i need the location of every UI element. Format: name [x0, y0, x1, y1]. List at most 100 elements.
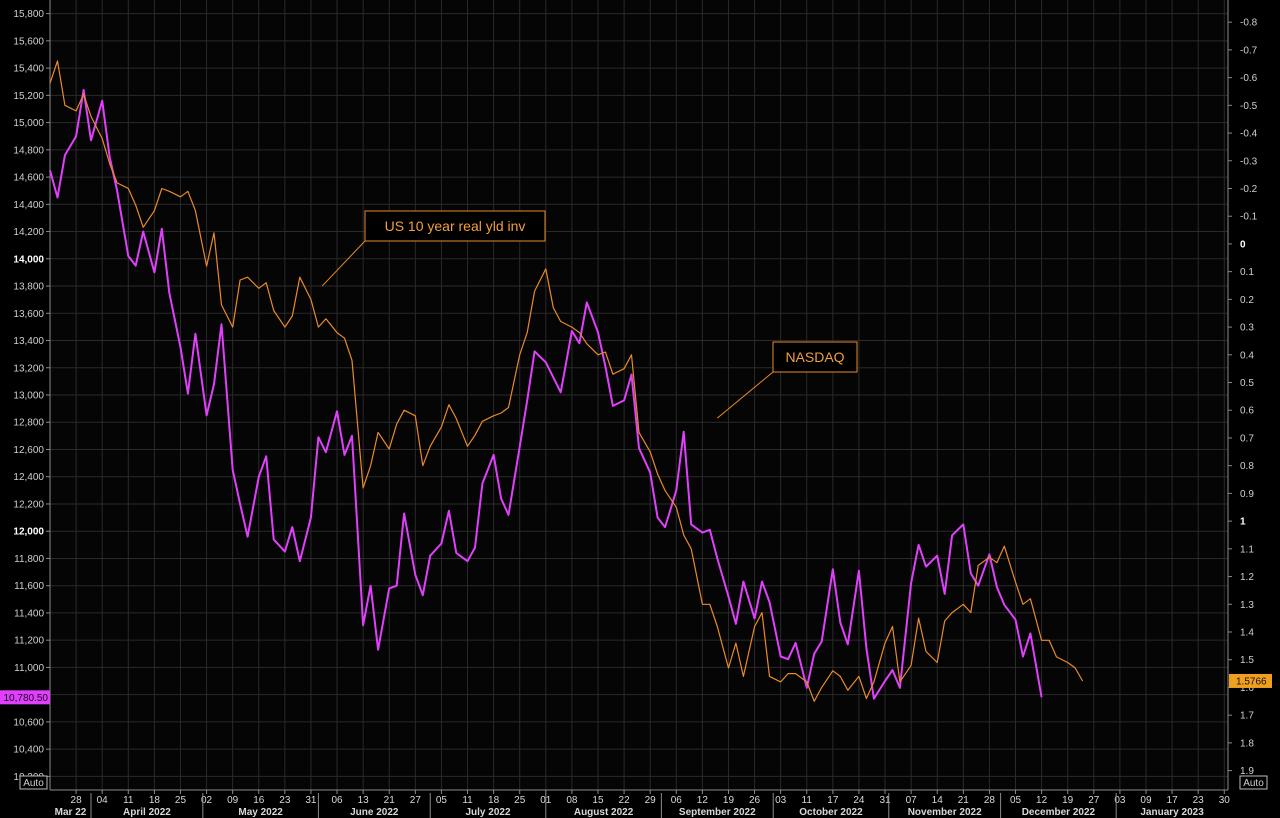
annotation-box [772, 341, 858, 373]
annotation-leader-line [321, 240, 366, 287]
right-axis-tick-label: 0 [1240, 239, 1246, 250]
annotations: US 10 year real yld inv NASDAQ [321, 210, 858, 419]
x-axis-day-label: 29 [645, 795, 657, 806]
right-axis-tick-label: -0.7 [1240, 45, 1258, 56]
left-axis-tick-label: 14,400 [13, 200, 44, 211]
right-axis-tick-label: 1.2 [1240, 572, 1254, 583]
yield-last-value-tag [1229, 673, 1272, 688]
x-axis-day-label: 26 [749, 795, 761, 806]
left-axis-tick-label: 14,200 [13, 227, 44, 238]
x-axis-day-label: 09 [1140, 795, 1152, 806]
x-axis-day-label: 24 [853, 795, 865, 806]
left-axis-tick-label: 13,600 [13, 309, 44, 320]
x-axis-day-label: 02 [201, 795, 213, 806]
left-axis-tick-label: 11,400 [14, 608, 44, 619]
x-axis-day-label: 28 [71, 795, 83, 806]
x-axis: 28 04 11 18 25 02 09 16 23 31 06 13 21 27 05 11 18 25 01 08… [50, 789, 1231, 818]
annotation-label: NASDAQ [785, 349, 844, 365]
right-axis-tick-label: -0.8 [1240, 18, 1258, 29]
left-axis-tick-label: 12,800 [13, 418, 44, 429]
x-axis-month-label: January 2023 [1140, 807, 1204, 818]
x-axis-day-label: 08 [566, 795, 578, 806]
x-axis-day-label: 25 [514, 795, 526, 806]
left-axis-tick-label: 13,000 [13, 391, 44, 402]
x-axis-day-label: 27 [1088, 795, 1100, 806]
right-axis-tick-label: 0.1 [1240, 267, 1254, 278]
right-axis-tick-label: -0.6 [1240, 73, 1258, 84]
right-axis-tick-label: 1.6 [1240, 683, 1254, 694]
x-axis-day-label: 11 [462, 795, 473, 806]
left-axis-tick-label: 15,600 [13, 36, 44, 47]
x-axis-day-label: 12 [697, 795, 709, 806]
right-axis-tick-label: 0.4 [1240, 350, 1254, 361]
left-axis-tick-label: 11,200 [14, 636, 44, 647]
right-axis-tick-label: 1.4 [1240, 628, 1254, 639]
x-axis-day-label: 23 [279, 795, 291, 806]
left-axis-tick-label: 13,800 [13, 282, 44, 293]
x-axis-month-label: Mar 22 [55, 807, 87, 818]
x-axis-month-label: September 2022 [679, 807, 756, 818]
x-axis-day-label: 21 [384, 795, 396, 806]
x-axis-day-label: 19 [1062, 795, 1074, 806]
x-axis-day-label: 31 [879, 795, 891, 806]
right-axis-tick-label: 0.5 [1240, 378, 1254, 389]
grid-lines [50, 0, 1228, 790]
x-axis-day-label: 15 [592, 795, 604, 806]
x-axis-day-label: 06 [671, 795, 683, 806]
x-axis-month-label: November 2022 [908, 807, 982, 818]
x-axis-day-label: 05 [436, 795, 448, 806]
x-axis-day-label: 19 [723, 795, 735, 806]
left-axis-tick-label: 11,600 [14, 581, 44, 592]
x-axis-day-label: 12 [1036, 795, 1048, 806]
last-value-tags: 10,780.50 1.5766 [0, 673, 1272, 705]
annotation: NASDAQ [716, 341, 858, 419]
annotation: US 10 year real yld inv [321, 210, 546, 287]
x-axis-month-label: May 2022 [238, 807, 283, 818]
left-axis-tick-label: 12,000 [13, 527, 44, 538]
left-y-axis: 10,20010,40010,60010,80011,00011,20011,4… [13, 0, 51, 790]
left-axis-tick-label: 10,400 [13, 745, 44, 756]
right-axis-tick-label: 1.5 [1240, 655, 1254, 666]
x-axis-month-label: August 2022 [574, 807, 634, 818]
left-axis-tick-label: 13,400 [13, 336, 44, 347]
x-axis-month-label: October 2022 [799, 807, 863, 818]
x-axis-day-label: 17 [827, 795, 839, 806]
left-axis-tick-label: 12,600 [13, 445, 44, 456]
x-axis-day-label: 31 [305, 795, 317, 806]
nasdaq-last-value-label: 10,780.50 [4, 693, 49, 704]
x-axis-day-label: 22 [619, 795, 631, 806]
right-auto-label: Auto [1243, 778, 1264, 789]
right-axis-tick-label: -0.1 [1240, 212, 1258, 223]
annotation-label: US 10 year real yld inv [385, 218, 526, 234]
right-axis-tick-label: -0.3 [1240, 156, 1258, 167]
x-axis-day-label: 09 [227, 795, 239, 806]
right-axis-tick-label: 1.7 [1240, 711, 1254, 722]
x-axis-day-label: 06 [331, 795, 343, 806]
x-axis-month-label: June 2022 [350, 807, 399, 818]
left-auto-button[interactable]: Auto [19, 775, 48, 790]
x-axis-day-label: 30 [1219, 795, 1231, 806]
x-axis-day-label: 25 [175, 795, 187, 806]
right-axis-tick-label: 1.3 [1240, 600, 1254, 611]
series-layer [49, 60, 1084, 702]
left-axis-tick-label: 15,400 [13, 64, 44, 75]
left-axis-tick-label: 12,200 [13, 499, 44, 510]
left-axis-tick-label: 15,800 [13, 9, 44, 20]
x-axis-day-label: 14 [932, 795, 944, 806]
x-axis-day-label: 11 [123, 795, 134, 806]
x-axis-day-label: 07 [906, 795, 918, 806]
x-axis-day-label: 13 [358, 795, 370, 806]
x-axis-month-label: April 2022 [123, 807, 171, 818]
left-auto-label: Auto [23, 778, 44, 789]
nasdaq-last-value-tag [0, 690, 50, 705]
x-axis-month-label: July 2022 [465, 807, 510, 818]
x-axis-day-label: 18 [149, 795, 161, 806]
right-auto-button[interactable]: Auto [1239, 775, 1268, 790]
right-axis-tick-label: 1.1 [1240, 544, 1254, 555]
x-axis-day-label: 04 [97, 795, 109, 806]
left-axis-tick-label: 10,600 [13, 717, 44, 728]
left-axis-tick-label: 14,800 [13, 145, 44, 156]
right-axis-tick-label: 1.8 [1240, 738, 1254, 749]
right-axis-tick-label: 1.9 [1240, 766, 1254, 777]
